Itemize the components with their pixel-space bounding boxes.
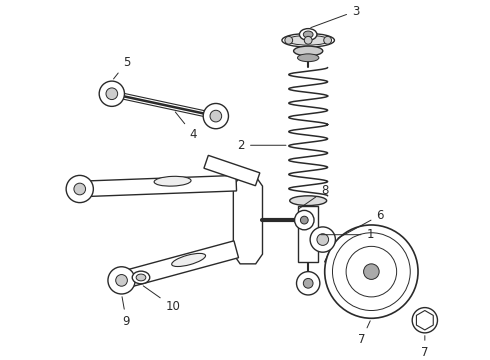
Circle shape — [333, 233, 410, 311]
Circle shape — [317, 234, 329, 246]
Circle shape — [364, 264, 379, 279]
Circle shape — [108, 267, 135, 294]
Text: 7: 7 — [421, 336, 429, 359]
Text: 9: 9 — [122, 297, 130, 328]
Circle shape — [203, 103, 228, 129]
Circle shape — [296, 272, 320, 295]
Circle shape — [412, 307, 438, 333]
Ellipse shape — [154, 176, 191, 186]
Circle shape — [324, 36, 332, 44]
Circle shape — [74, 183, 86, 195]
Ellipse shape — [294, 46, 323, 56]
Circle shape — [303, 278, 313, 288]
Text: 2: 2 — [238, 139, 286, 152]
Text: 7: 7 — [358, 321, 370, 346]
Bar — [298, 206, 318, 262]
Circle shape — [325, 225, 418, 318]
Circle shape — [294, 210, 314, 230]
Circle shape — [99, 81, 124, 106]
Circle shape — [285, 36, 293, 44]
Polygon shape — [233, 176, 263, 264]
Text: 1: 1 — [320, 228, 374, 241]
Polygon shape — [204, 156, 260, 186]
Text: 10: 10 — [143, 286, 180, 313]
Circle shape — [346, 246, 396, 297]
Ellipse shape — [290, 196, 327, 206]
Polygon shape — [416, 311, 433, 330]
Text: 8: 8 — [299, 184, 328, 209]
Ellipse shape — [287, 35, 330, 45]
Ellipse shape — [299, 28, 317, 40]
Ellipse shape — [172, 253, 205, 266]
Text: 6: 6 — [338, 209, 384, 238]
Circle shape — [116, 275, 127, 286]
Circle shape — [66, 175, 94, 203]
Text: 3: 3 — [311, 5, 359, 28]
Text: 5: 5 — [114, 56, 130, 79]
Circle shape — [210, 110, 221, 122]
Ellipse shape — [282, 33, 335, 47]
Circle shape — [310, 227, 335, 252]
Ellipse shape — [297, 54, 319, 62]
Circle shape — [304, 36, 312, 44]
Polygon shape — [119, 241, 239, 289]
Circle shape — [300, 216, 308, 224]
Circle shape — [106, 88, 118, 100]
Ellipse shape — [136, 274, 146, 281]
Ellipse shape — [132, 271, 150, 284]
Ellipse shape — [303, 31, 313, 38]
Polygon shape — [79, 175, 237, 197]
Text: 4: 4 — [175, 112, 197, 140]
